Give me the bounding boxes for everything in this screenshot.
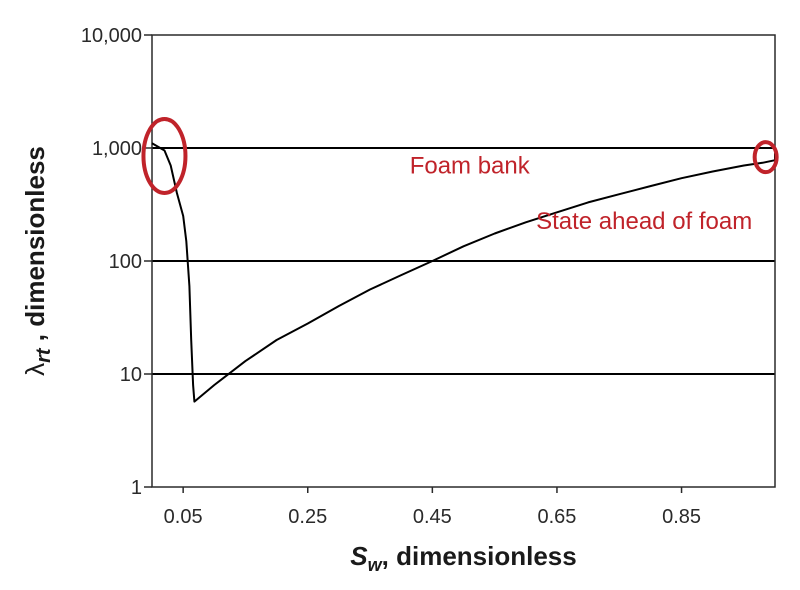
- x-tick-label: 0.45: [413, 506, 452, 528]
- series-line: [151, 142, 776, 403]
- y-tick-label: 10,000: [81, 25, 142, 47]
- grid-lines: [152, 147, 775, 375]
- x-tick-label: 0.85: [662, 506, 701, 528]
- y-axis-ticks: 1 10 100 1,000 10,000: [81, 25, 152, 499]
- y-axis-symbol: λ: [20, 363, 50, 376]
- annotation-label: State ahead of foam: [536, 208, 752, 235]
- series-group: [151, 142, 776, 403]
- y-tick-label: 1,000: [92, 138, 142, 160]
- y-tick-label: 10: [120, 364, 142, 386]
- x-axis-symbol: S: [350, 541, 368, 571]
- x-tick-label: 0.05: [164, 506, 203, 528]
- x-axis-label: Sw, dimensionless: [350, 541, 576, 575]
- highlight-ellipse: [141, 116, 188, 195]
- y-tick-label: 1: [131, 477, 142, 499]
- highlight-ellipse: [752, 140, 779, 175]
- x-axis-label-text: dimensionless: [396, 541, 577, 571]
- y-tick-label: 100: [109, 251, 142, 273]
- y-axis-label-text: dimensionless: [20, 146, 50, 327]
- x-tick-label: 0.25: [288, 506, 327, 528]
- highlight-circles: [141, 116, 779, 195]
- x-tick-label: 0.65: [537, 506, 576, 528]
- x-axis-ticks: 0.05 0.25 0.45 0.65 0.85: [164, 487, 701, 528]
- x-axis-subscript: w: [368, 555, 383, 575]
- annotation-label: Foam bank: [410, 153, 531, 180]
- y-axis-subscript: rt: [33, 347, 55, 363]
- y-axis-label: λrt , dimensionless: [20, 146, 55, 376]
- annotations: Foam bank State ahead of foam: [410, 153, 753, 236]
